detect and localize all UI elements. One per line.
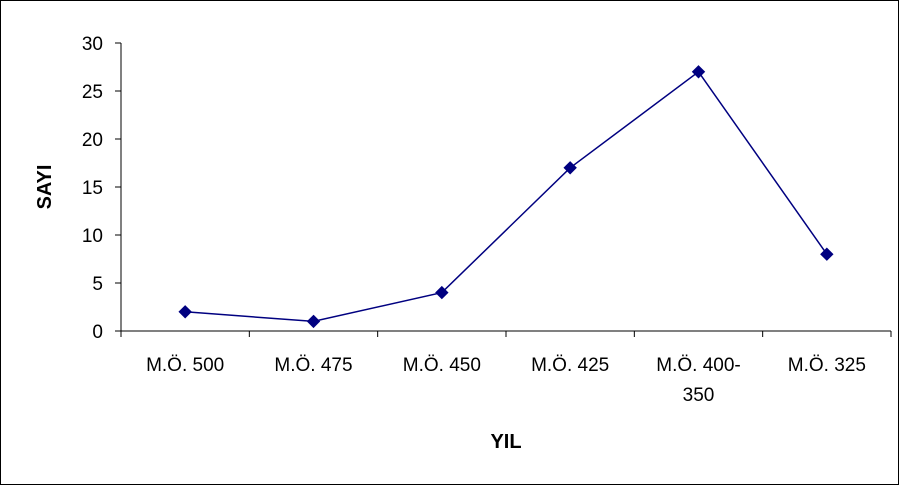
data-point-marker <box>563 161 577 175</box>
x-tick-label: M.Ö. 400-350 <box>656 355 740 406</box>
x-tick-label: M.Ö. 475 <box>274 355 352 376</box>
data-point-marker <box>691 65 706 79</box>
data-point-marker <box>820 247 834 261</box>
y-tick-label: 15 <box>82 178 103 199</box>
y-tick-label: 20 <box>82 130 103 151</box>
y-axis-title: SAYI <box>34 165 56 210</box>
y-axis: 0 5 10 15 20 25 30 <box>82 34 122 343</box>
x-axis-title: YIL <box>490 431 521 453</box>
data-point-marker <box>178 305 192 319</box>
x-tick-label: M.Ö. 450 <box>403 355 481 376</box>
y-tick-label: 5 <box>92 274 103 295</box>
data-point-marker <box>306 314 321 329</box>
data-point-marker <box>435 285 449 300</box>
y-tick-label: 25 <box>82 82 103 103</box>
y-tick-label: 0 <box>92 322 103 343</box>
y-tick-label: 10 <box>82 226 103 247</box>
y-tick-label: 30 <box>82 34 103 55</box>
x-tick-label: M.Ö. 425 <box>531 355 609 376</box>
x-tick-label: M.Ö. 325 <box>788 355 866 376</box>
x-axis: M.Ö. 500 M.Ö. 475 M.Ö. 450 M.Ö. 425 M.Ö. 400… <box>120 330 892 406</box>
series <box>178 65 834 329</box>
series-line <box>185 70 828 323</box>
x-tick-label: M.Ö. 500 <box>146 355 224 376</box>
